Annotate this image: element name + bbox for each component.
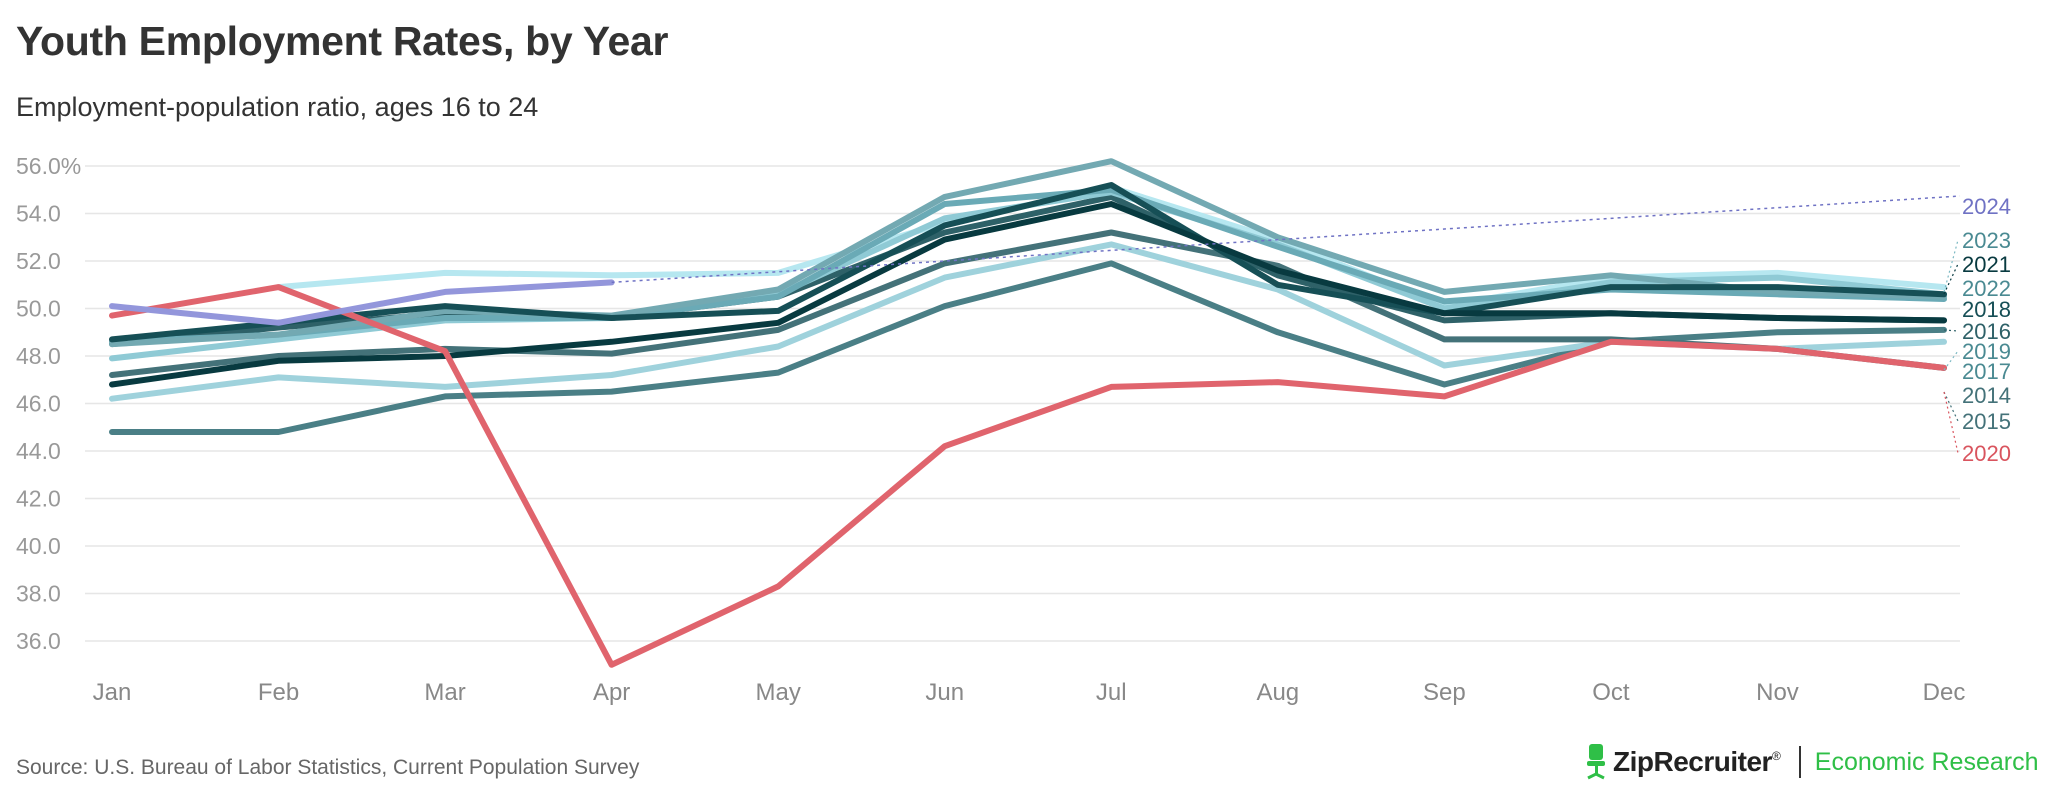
end-label-2014: 2014 [1962, 383, 2011, 408]
x-tick-label: Mar [424, 679, 465, 706]
line-chart: 56.0% 54.0 52.0 50.0 48.0 46.0 44.0 42.0 40.0 38.… [16, 153, 2011, 706]
x-tick-label: Feb [258, 679, 299, 706]
series-line-2018 [109, 182, 1947, 343]
end-label-2015: 2015 [1962, 409, 2011, 434]
end-label-2017: 2017 [1962, 359, 2011, 384]
y-tick-label: 38.0 [16, 581, 61, 607]
x-tick-label: Jul [1096, 679, 1127, 706]
end-label-leader [1943, 350, 1959, 371]
y-tick-label: 52.0 [16, 248, 61, 274]
y-tick-label: 42.0 [16, 486, 61, 512]
y-tick-label: 54.0 [16, 201, 61, 227]
series-line-2022 [109, 186, 1947, 345]
x-tick-label: Jan [93, 679, 132, 706]
y-tick-label: 44.0 [16, 438, 61, 464]
y-tick-label: 50.0 [16, 296, 61, 322]
y-tick-label: 36.0 [16, 628, 61, 654]
end-label-2019: 2019 [1962, 339, 2011, 364]
end-label-leader [1943, 239, 1959, 293]
brand-subtitle: Economic Research [1814, 747, 2039, 776]
x-tick-label: Oct [1592, 679, 1630, 706]
y-tick-label: 46.0 [16, 391, 61, 417]
y-tick-label: 40.0 [16, 533, 61, 559]
brand-separator [1798, 746, 1801, 778]
series-line-2024 [109, 279, 615, 326]
series-line-2021 [109, 201, 1947, 388]
chair-logo-icon [1587, 744, 1605, 780]
x-tick-label: Dec [1923, 679, 1966, 706]
series-line-2020 [109, 284, 1947, 668]
chart-subtitle: Employment-population ratio, ages 16 to … [16, 92, 539, 122]
end-label-leader [1943, 263, 1959, 295]
series-2024-leader [611, 195, 1961, 284]
end-label-2021: 2021 [1962, 252, 2011, 277]
brand-registered-mark: ® [1771, 749, 1781, 763]
x-tick-label: May [756, 679, 801, 706]
x-tick-label: Aug [1256, 679, 1299, 706]
end-label-leader [1943, 391, 1959, 454]
source-note: Source: U.S. Bureau of Labor Statistics,… [16, 756, 640, 779]
y-tick-label: 48.0 [16, 343, 61, 369]
series-line-2023 [109, 158, 1947, 348]
end-label-leader [1943, 391, 1959, 422]
end-label-2020: 2020 [1962, 441, 2011, 466]
y-tick-label: 56.0% [16, 153, 81, 179]
x-tick-label: Apr [593, 679, 630, 706]
brand-name: ZipRecruiter [1613, 746, 1772, 777]
end-label-2016: 2016 [1962, 319, 2011, 344]
end-label-leader [1943, 329, 1959, 332]
end-label-2024: 2024 [1962, 194, 2011, 219]
x-tick-label: Jun [925, 679, 964, 706]
end-label-2018: 2018 [1962, 297, 2011, 322]
x-tick-label: Nov [1756, 679, 1799, 706]
x-tick-label: Sep [1423, 679, 1466, 706]
end-label-2022: 2022 [1962, 276, 2011, 301]
chart-title: Youth Employment Rates, by Year [16, 18, 669, 64]
brand-logo: ZipRecruiter ® Economic Research [1585, 742, 2039, 782]
end-label-2023: 2023 [1962, 228, 2011, 253]
